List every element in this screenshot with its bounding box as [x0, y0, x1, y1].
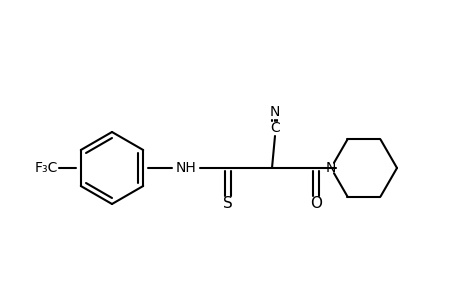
Text: NH: NH: [175, 161, 196, 175]
Text: S: S: [223, 196, 232, 211]
Text: N: N: [269, 105, 280, 119]
Text: N: N: [325, 161, 336, 175]
Text: F₃C: F₃C: [34, 161, 57, 175]
Text: C: C: [269, 121, 279, 135]
Text: O: O: [309, 196, 321, 211]
